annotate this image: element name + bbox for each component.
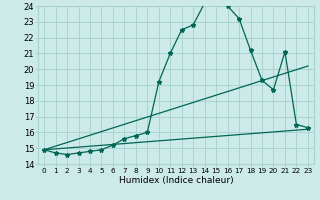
X-axis label: Humidex (Indice chaleur): Humidex (Indice chaleur) xyxy=(119,176,233,185)
